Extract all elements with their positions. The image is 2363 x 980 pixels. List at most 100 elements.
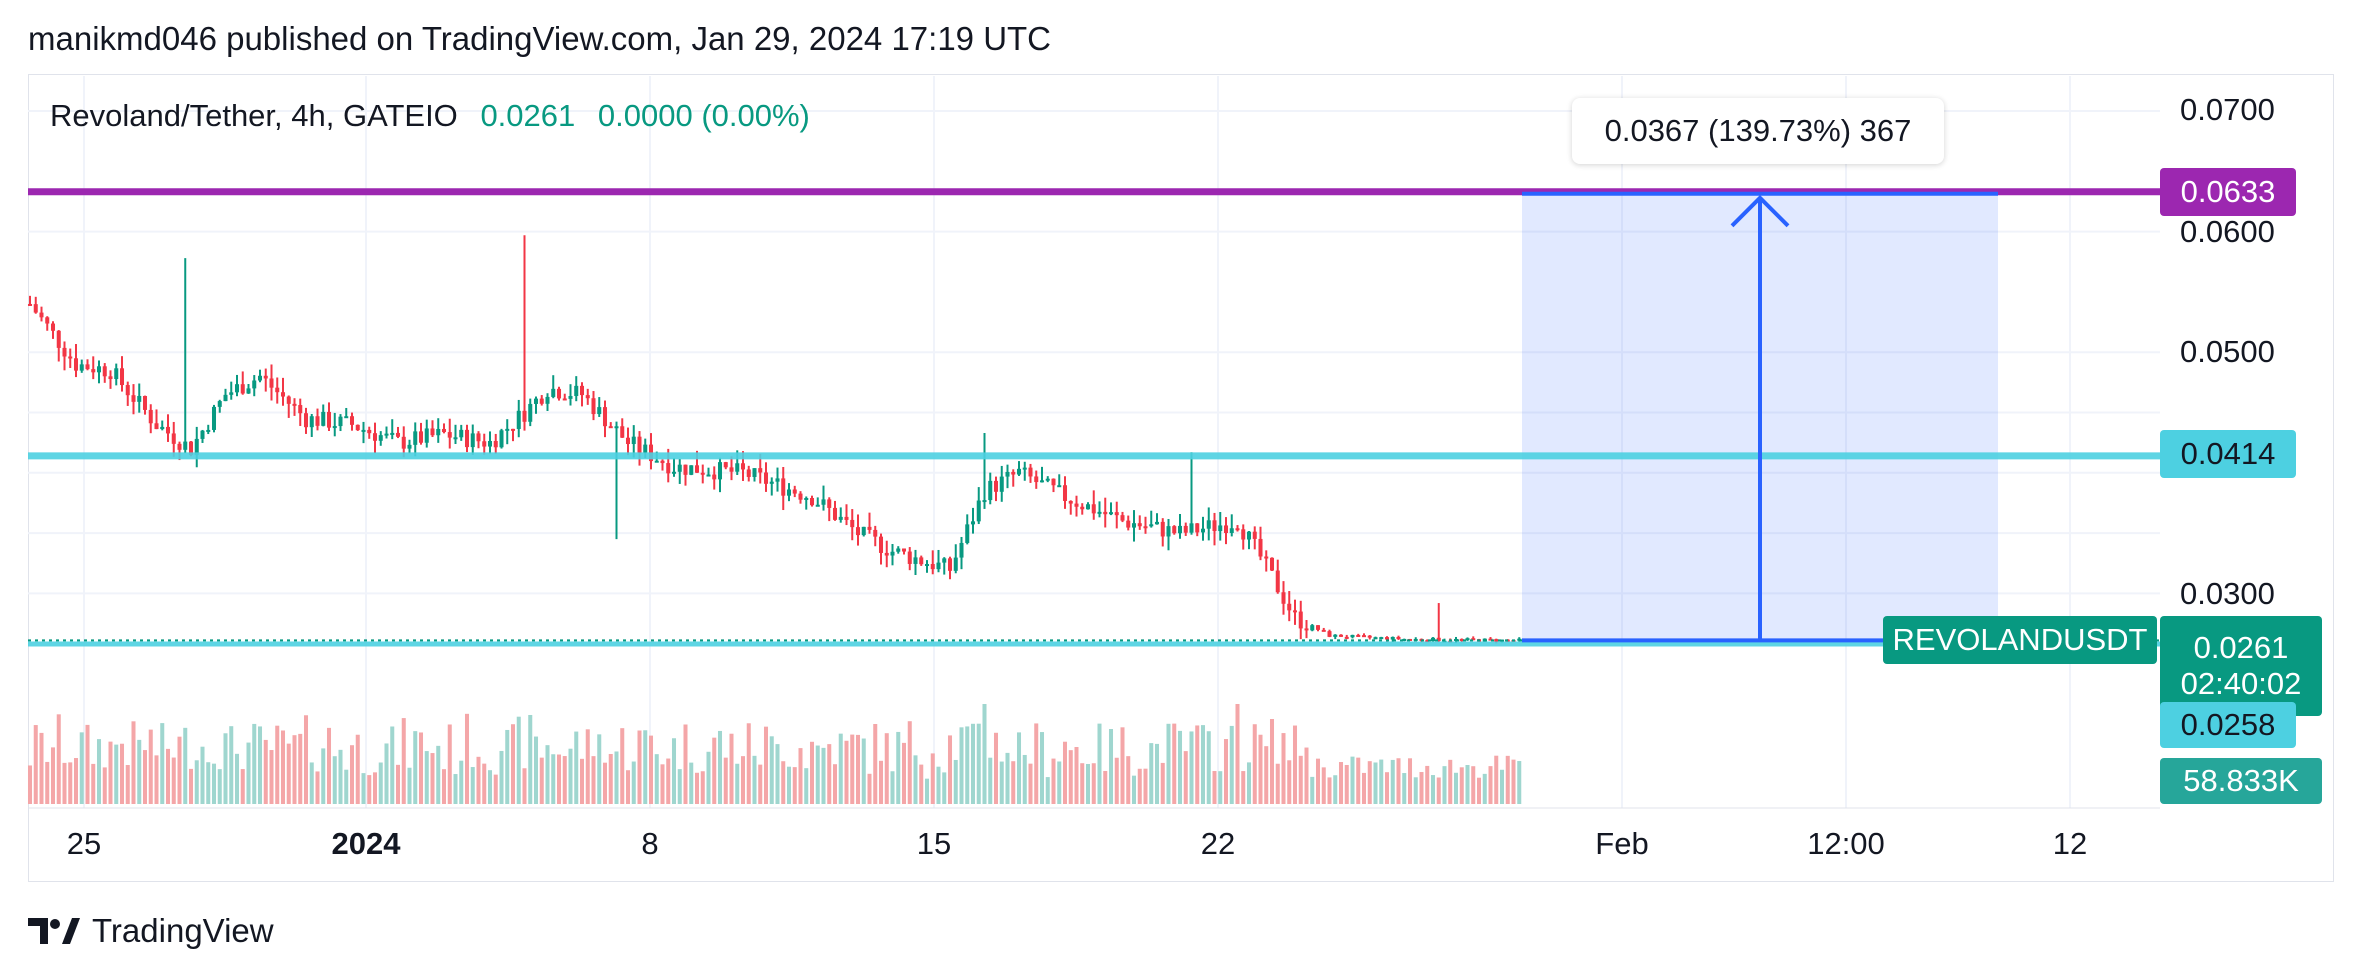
tradingview-brand[interactable]: TradingView [28, 912, 274, 950]
volume-bar [924, 778, 930, 804]
candle-body [844, 516, 849, 520]
volume-bar [1131, 775, 1137, 804]
candle-body [712, 474, 717, 480]
volume-bar [901, 742, 907, 804]
candle-body [562, 398, 567, 401]
candle-body [694, 465, 700, 473]
volume-bar [1425, 765, 1430, 804]
volume-bar [947, 735, 953, 804]
volume-bar [321, 748, 326, 804]
candle-body [1241, 529, 1246, 540]
volume-bar [878, 760, 884, 804]
candle-body [982, 500, 987, 503]
candle-body [1103, 511, 1108, 515]
candle-body [988, 480, 993, 501]
cyan-level-tag-2: 0.0258 [2160, 702, 2296, 748]
candle-body [1166, 526, 1171, 537]
candle-body [1212, 520, 1217, 532]
candle-body [1252, 531, 1257, 539]
candle-body [280, 392, 286, 397]
candle-body [706, 474, 711, 477]
candle-body [1361, 635, 1367, 638]
volume-bar [1494, 755, 1499, 804]
volume-bar [62, 762, 67, 804]
volume-bar [1298, 755, 1303, 804]
candle-body [229, 392, 234, 395]
volume-bar [85, 724, 90, 804]
candle-body [114, 368, 119, 380]
volume-bar [1051, 758, 1056, 804]
candle-body [936, 562, 941, 570]
volume-bar [1258, 734, 1263, 804]
volume-bar [1344, 764, 1349, 804]
volume-bar [1195, 725, 1200, 804]
candle-body [775, 478, 780, 482]
volume-bar [1137, 768, 1142, 804]
volume-bar [815, 745, 820, 804]
candle-body [579, 385, 585, 396]
volume-bar [1080, 763, 1085, 804]
volume-bar [96, 739, 102, 804]
volume-bar [1419, 772, 1424, 804]
volume-bar [1459, 767, 1464, 804]
volume-bar [326, 727, 332, 804]
volume-bar [206, 762, 211, 804]
candle-body [1097, 511, 1102, 514]
candle-body [137, 395, 142, 402]
x-tick-label: 22 [1200, 826, 1236, 861]
published-header: manikmd046 published on TradingView.com,… [28, 20, 1052, 57]
y-tick-label: 0.0500 [2180, 334, 2275, 369]
volume-bar [211, 763, 217, 804]
candle-body [62, 347, 67, 357]
brand-name: TradingView [92, 912, 274, 949]
volume-bar [1183, 751, 1188, 804]
candle-body [1298, 611, 1303, 629]
volume-bar [1304, 747, 1309, 804]
volume-bar [131, 721, 136, 804]
volume-bar [148, 729, 153, 804]
candle-body [1258, 538, 1263, 557]
volume-bar [1384, 772, 1390, 804]
volume-bar [234, 753, 240, 804]
volume-bar [539, 757, 544, 804]
candle-body [556, 388, 562, 399]
volume-bar [1482, 773, 1487, 804]
candle-body [528, 403, 533, 422]
volume-bar [528, 714, 533, 804]
candle-body [689, 465, 694, 475]
x-tick-label: 12:00 [1807, 826, 1885, 861]
candle-body [959, 542, 964, 558]
volume-bar [982, 704, 987, 804]
volume-bar [1149, 743, 1154, 804]
volume-bar [257, 726, 263, 804]
volume-bar [809, 741, 815, 804]
candle-body [602, 407, 608, 427]
volume-bar [510, 724, 516, 804]
volume-bar [50, 747, 56, 804]
chart-legend: Revoland/Tether, 4h, GATEIO 0.0261 0.000… [50, 98, 810, 134]
volume-bar [660, 764, 665, 804]
volume-bar [625, 770, 631, 804]
volume-bar [758, 764, 763, 804]
volume-bar [1143, 768, 1148, 804]
volume-bar [1264, 746, 1269, 804]
candle-body [338, 416, 343, 427]
candle-body [493, 440, 498, 448]
volume-bar [1499, 769, 1505, 804]
volume-bar [1413, 777, 1418, 804]
volume-bar [643, 730, 648, 804]
volume-bar [1218, 771, 1223, 804]
volume-bar [418, 732, 424, 804]
candle-body [154, 423, 159, 430]
volume-bar [263, 739, 268, 804]
candle-body [1459, 638, 1464, 641]
candle-body [252, 380, 257, 389]
candle-body [568, 396, 573, 399]
volume-bar [717, 730, 723, 804]
candle-body [1327, 631, 1332, 637]
volume-bar [1252, 724, 1257, 804]
candle-body [769, 481, 774, 484]
candle-body [614, 426, 619, 429]
candle-body [637, 436, 642, 453]
